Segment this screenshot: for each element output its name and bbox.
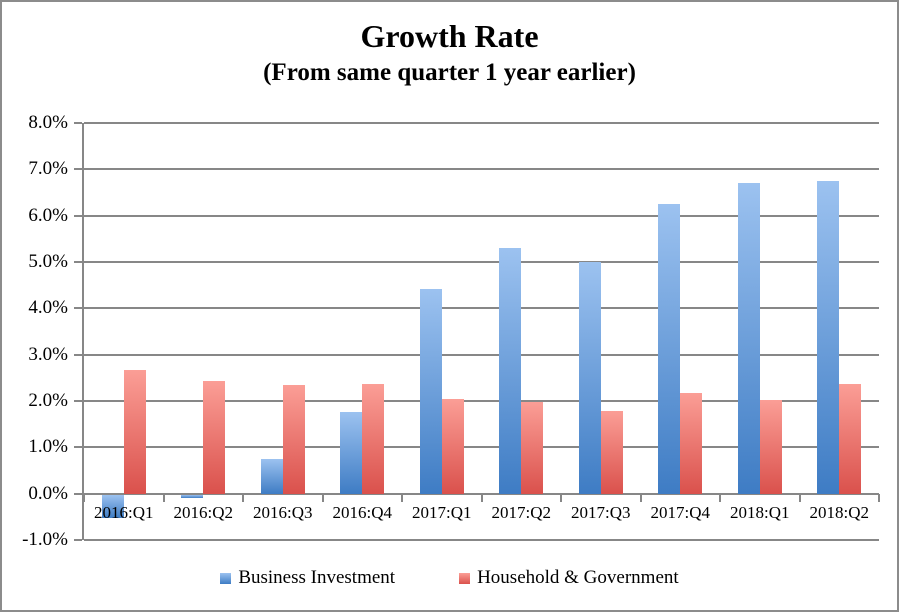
x-axis-tick-label: 2016:Q4 <box>332 502 393 522</box>
x-axis-tick-label: 2017:Q2 <box>491 502 552 522</box>
bar-household-government <box>282 384 305 494</box>
gridline <box>84 214 879 217</box>
plot-area: 2016:Q1 2016:Q2 2016:Q3 2016:Q4 2017:Q1 2017:… <box>74 122 880 541</box>
bar-household-government <box>839 383 862 494</box>
y-axis-line <box>82 123 84 540</box>
y-axis-tick <box>74 353 82 356</box>
x-axis-tick <box>560 493 562 502</box>
gridline <box>84 446 879 449</box>
x-axis-tick <box>162 493 165 502</box>
bar-household-government <box>759 399 782 494</box>
gridline <box>84 168 879 171</box>
bar-business-investment <box>499 247 522 494</box>
y-axis-tick-label: 3.0% <box>28 343 68 365</box>
legend: Business Investment Household & Governme… <box>2 567 897 589</box>
x-axis-tick <box>401 493 403 502</box>
gridline <box>84 353 879 356</box>
x-axis-tick <box>83 493 85 502</box>
bar-business-investment <box>101 494 124 518</box>
x-axis-tick-label: 2016:Q1 <box>94 502 154 522</box>
y-axis-tick-label: 8.0% <box>28 112 68 133</box>
bar-household-government <box>362 383 385 494</box>
bar-business-investment <box>340 411 363 494</box>
bar-business-investment <box>419 288 442 494</box>
bar-business-investment <box>181 494 204 498</box>
x-axis-tick-label: 2018:Q1 <box>730 502 790 522</box>
x-axis-tick-label: 2018:Q2 <box>809 502 870 522</box>
bar-household-government <box>203 380 226 494</box>
legend-label-business-investment: Business Investment <box>238 567 396 588</box>
legend-item-household-government: Household & Government <box>459 567 679 589</box>
bar-household-government <box>441 398 464 494</box>
legend-label-household-government: Household & Government <box>477 567 679 588</box>
x-axis-tick <box>242 493 244 502</box>
y-axis-tick-label: 1.0% <box>28 436 68 458</box>
bar-household-government <box>680 392 703 494</box>
legend-swatch-household-government <box>459 572 471 584</box>
y-axis-tick-label: 0.0% <box>28 482 68 504</box>
bar-business-investment <box>260 458 283 494</box>
x-axis-tick <box>798 493 801 502</box>
y-axis-tick <box>74 122 82 124</box>
x-axis-tick-label: 2016:Q2 <box>173 502 234 522</box>
gridline <box>84 539 879 541</box>
bar-household-government <box>123 369 146 494</box>
y-axis-tick <box>74 307 82 310</box>
y-axis-tick <box>74 446 82 449</box>
y-axis-tick <box>74 492 82 495</box>
x-axis-tick <box>719 493 721 502</box>
y-axis-tick <box>74 214 82 217</box>
x-axis-tick <box>878 493 880 502</box>
x-axis-tick <box>639 493 642 502</box>
x-axis-tick-label: 2017:Q1 <box>412 502 472 522</box>
x-axis-tick-label: 2017:Q3 <box>571 502 631 522</box>
y-axis-tick-label: 6.0% <box>28 204 68 226</box>
bar-household-government <box>600 410 623 494</box>
x-axis-tick-label: 2016:Q3 <box>253 502 313 522</box>
y-axis-tick <box>74 400 82 402</box>
bar-business-investment <box>578 261 601 494</box>
y-axis-tick <box>74 261 82 263</box>
gridline <box>84 261 879 263</box>
chart-subtitle: (From same quarter 1 year earlier) <box>263 59 636 86</box>
y-axis-labels: 8.0% 7.0% 6.0% 5.0% 4.0% 3.0% 2.0% 1.0% 0.0% -1.0… <box>2 112 68 550</box>
y-axis-tick-label: 2.0% <box>28 390 68 411</box>
x-axis-tick-label: 2017:Q4 <box>650 502 711 522</box>
gridline <box>84 400 879 402</box>
y-axis-tick-label: 5.0% <box>28 251 68 272</box>
gridline <box>84 122 879 124</box>
gridline <box>84 307 879 310</box>
legend-swatch-business-investment <box>220 572 232 584</box>
x-axis-tick <box>321 493 324 502</box>
y-axis-tick-label: 4.0% <box>28 297 68 319</box>
bar-household-government <box>521 401 544 494</box>
bar-business-investment <box>658 203 681 494</box>
y-axis-tick <box>74 539 82 541</box>
legend-item-business-investment: Business Investment <box>220 567 395 589</box>
y-axis-tick <box>74 168 82 171</box>
chart-title: Growth Rate <box>360 18 539 54</box>
bar-business-investment <box>817 180 840 494</box>
bar-business-investment <box>737 182 760 494</box>
y-axis-tick-label: 7.0% <box>28 158 68 180</box>
x-axis-tick <box>480 493 483 502</box>
y-axis-tick-label: -1.0% <box>22 529 68 550</box>
